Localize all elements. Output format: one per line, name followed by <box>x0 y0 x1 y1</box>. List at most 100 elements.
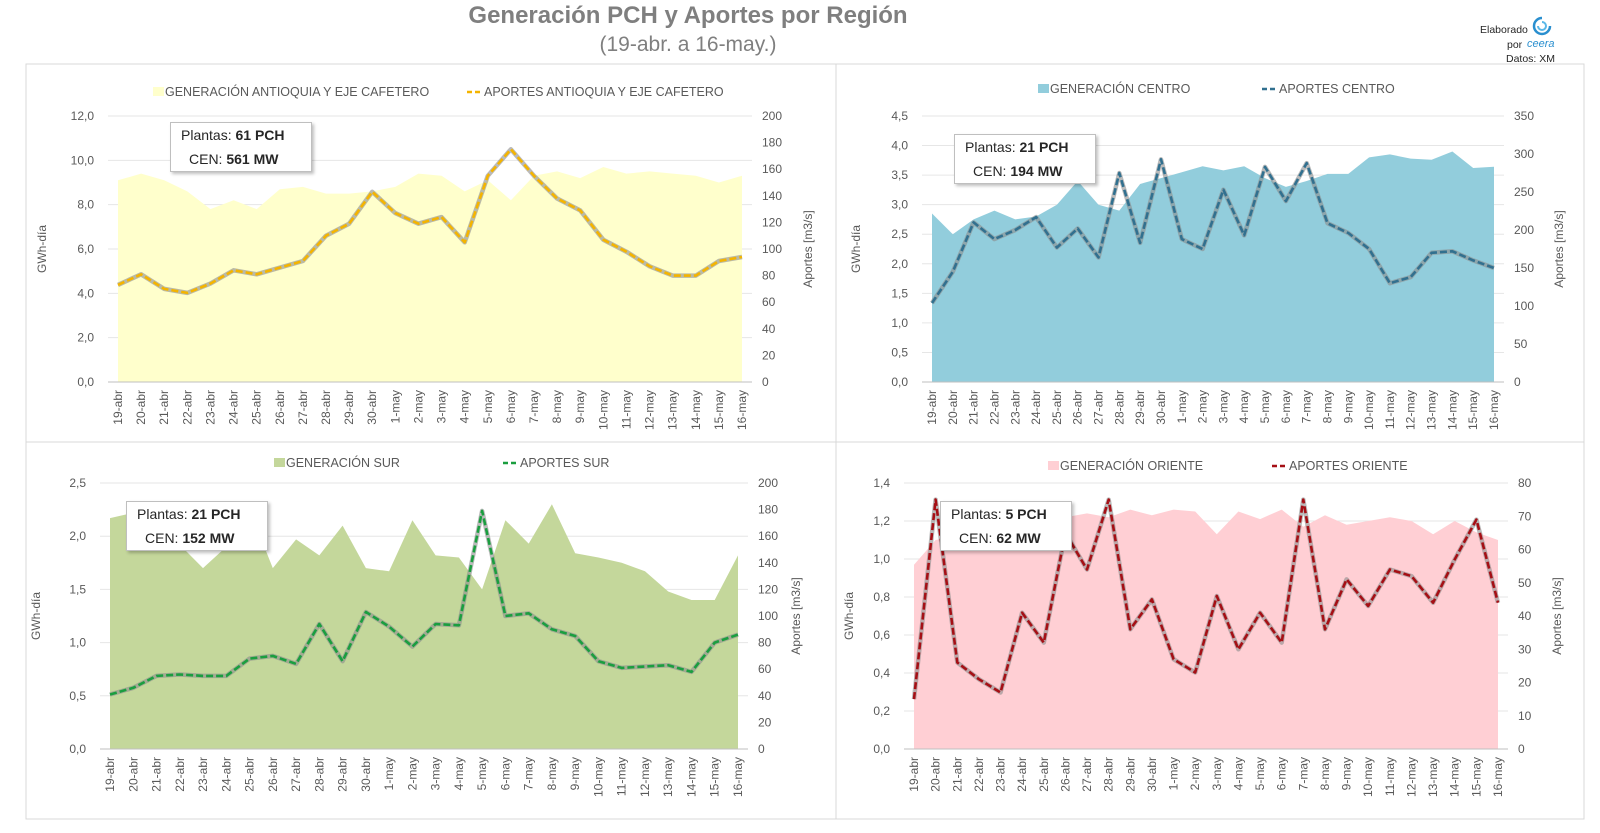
chart-subtitle: (19-abr. a 16-may.) <box>599 33 777 56</box>
y2-tick-label: 120 <box>758 582 778 596</box>
y2-tick-label: 40 <box>762 322 776 336</box>
x-tick-label: 24-abr <box>1029 390 1043 425</box>
y2-tick-label: 80 <box>762 269 776 283</box>
y2-tick-label: 350 <box>1514 109 1534 123</box>
x-tick-label: 14-may <box>684 757 698 797</box>
y-tick-label: 10,0 <box>71 153 95 167</box>
legend-label-line: APORTES ANTIOQUIA Y EJE CAFETERO <box>484 85 724 99</box>
x-tick-label: 6-may <box>498 757 512 790</box>
chart-oriente: 0,0 0,2 0,4 0,6 0,8 1,0 1,2 1,4 0 10 20 30 40 50 60 70 8… <box>842 458 1564 797</box>
x-tick-label: 23-abr <box>994 757 1008 792</box>
x-tick-label: 23-abr <box>1008 390 1022 425</box>
x-tick-label: 30-abr <box>365 390 379 425</box>
x-tick-label: 28-abr <box>1102 757 1116 792</box>
x-tick-label: 16-may <box>1491 757 1505 797</box>
x-tick-label: 13-may <box>1425 390 1439 430</box>
x-tick-label: 22-abr <box>173 757 187 792</box>
x-tick-label: 28-abr <box>1112 390 1126 425</box>
cen-value: 62 MW <box>996 530 1041 546</box>
x-tick-label: 30-abr <box>359 757 373 792</box>
x-tick-label: 7-may <box>527 390 541 423</box>
x-tick-label: 2-may <box>1196 390 1210 423</box>
x-tick-label: 5-may <box>1258 390 1272 423</box>
y-tick-label: 1,4 <box>873 476 890 490</box>
x-tick-label: 6-may <box>1279 390 1293 423</box>
cen-label: CEN: <box>973 163 1007 179</box>
x-tick-label: 19-abr <box>103 757 117 792</box>
x-tick-label: 4-may <box>452 757 466 790</box>
y2-axis-title: Aportes [m3/s] <box>801 210 815 287</box>
area-series-centro <box>932 151 1494 382</box>
y2-tick-label: 20 <box>762 348 776 362</box>
x-tick-label: 26-abr <box>273 390 287 425</box>
legend-label-area: GENERACIÓN SUR <box>286 455 400 470</box>
x-tick-label: 1-may <box>1167 757 1181 790</box>
x-tick-label: 29-abr <box>336 757 350 792</box>
y2-tick-label: 50 <box>1518 576 1532 590</box>
y2-tick-label: 180 <box>762 136 782 150</box>
x-tick-label: 20-abr <box>134 390 148 425</box>
line-series-sur <box>109 509 739 696</box>
y2-axis-title: Aportes [m3/s] <box>1550 577 1564 654</box>
legend-label-area: GENERACIÓN CENTRO <box>1050 81 1191 96</box>
legend-swatch-area <box>153 87 164 96</box>
legend-label-line: APORTES ORIENTE <box>1289 459 1408 473</box>
y2-tick-label: 140 <box>762 189 782 203</box>
x-tick-label: 15-may <box>1469 757 1483 797</box>
x-tick-label: 19-abr <box>111 390 125 425</box>
plantas-value: 5 PCH <box>1005 506 1047 522</box>
x-tick-label: 23-abr <box>203 390 217 425</box>
y-axis-title: GWh-día <box>35 225 49 273</box>
y2-tick-label: 0 <box>762 375 769 389</box>
x-tick-label: 3-may <box>429 757 443 790</box>
y2-tick-label: 150 <box>1514 261 1534 275</box>
x-tick-label: 3-may <box>1216 390 1230 423</box>
x-tick-label: 11-may <box>615 757 629 796</box>
x-tick-label: 9-may <box>1341 390 1355 423</box>
y-tick-label: 1,0 <box>69 636 86 650</box>
x-tick-label: 24-abr <box>227 390 241 425</box>
y2-tick-label: 180 <box>758 503 778 517</box>
y2-tick-label: 50 <box>1514 337 1528 351</box>
y-tick-label: 0,0 <box>891 375 908 389</box>
x-tick-label: 22-abr <box>987 390 1001 425</box>
y2-tick-label: 160 <box>762 162 782 176</box>
y-tick-label: 2,5 <box>69 476 86 490</box>
plantas-value: 61 PCH <box>235 127 285 143</box>
x-tick-label: 11-may <box>619 390 633 429</box>
y2-tick-label: 100 <box>762 242 782 256</box>
x-tick-label: 27-abr <box>289 757 303 792</box>
y2-tick-label: 300 <box>1514 147 1534 161</box>
info-plantas: Plantas: 21 PCH <box>137 502 257 526</box>
y2-tick-label: 80 <box>1518 476 1532 490</box>
y-tick-label: 1,5 <box>891 286 908 300</box>
legend-label-line: APORTES CENTRO <box>1279 82 1395 96</box>
plantas-label: Plantas: <box>181 127 232 143</box>
x-tick-label: 1-may <box>382 757 396 790</box>
x-tick-label: 8-may <box>1318 757 1332 790</box>
x-tick-label: 13-may <box>666 390 680 430</box>
x-tick-label: 24-abr <box>219 757 233 792</box>
y-tick-label: 3,0 <box>891 198 908 212</box>
x-tick-label: 21-abr <box>950 757 964 792</box>
credit-line2: por <box>1507 39 1523 51</box>
y2-tick-label: 120 <box>762 215 782 229</box>
x-tick-label: 23-abr <box>196 757 210 792</box>
y2-tick-label: 80 <box>758 636 772 650</box>
y-tick-label: 3,5 <box>891 168 908 182</box>
y2-tick-label: 40 <box>758 689 772 703</box>
x-tick-label: 28-abr <box>312 757 326 792</box>
x-tick-label: 14-may <box>689 390 703 430</box>
y-tick-label: 2,0 <box>69 529 86 543</box>
area-series-antioquia <box>118 167 742 382</box>
legend-label-area: GENERACIÓN ORIENTE <box>1060 458 1203 473</box>
y-tick-label: 4,5 <box>891 109 908 123</box>
y-tick-label: 8,0 <box>77 198 94 212</box>
x-tick-label: 2-may <box>411 390 425 423</box>
info-box-centro: Plantas: 21 PCH CEN: 194 MW <box>954 134 1096 184</box>
chart-antioquia: 0,0 2,0 4,0 6,0 8,0 10,0 12,0 0 20 40 60 80 100 120 14… <box>35 84 815 430</box>
x-tick-label: 28-abr <box>319 390 333 425</box>
x-tick-label: 30-abr <box>1154 390 1168 425</box>
x-tick-label: 16-may <box>735 390 749 430</box>
